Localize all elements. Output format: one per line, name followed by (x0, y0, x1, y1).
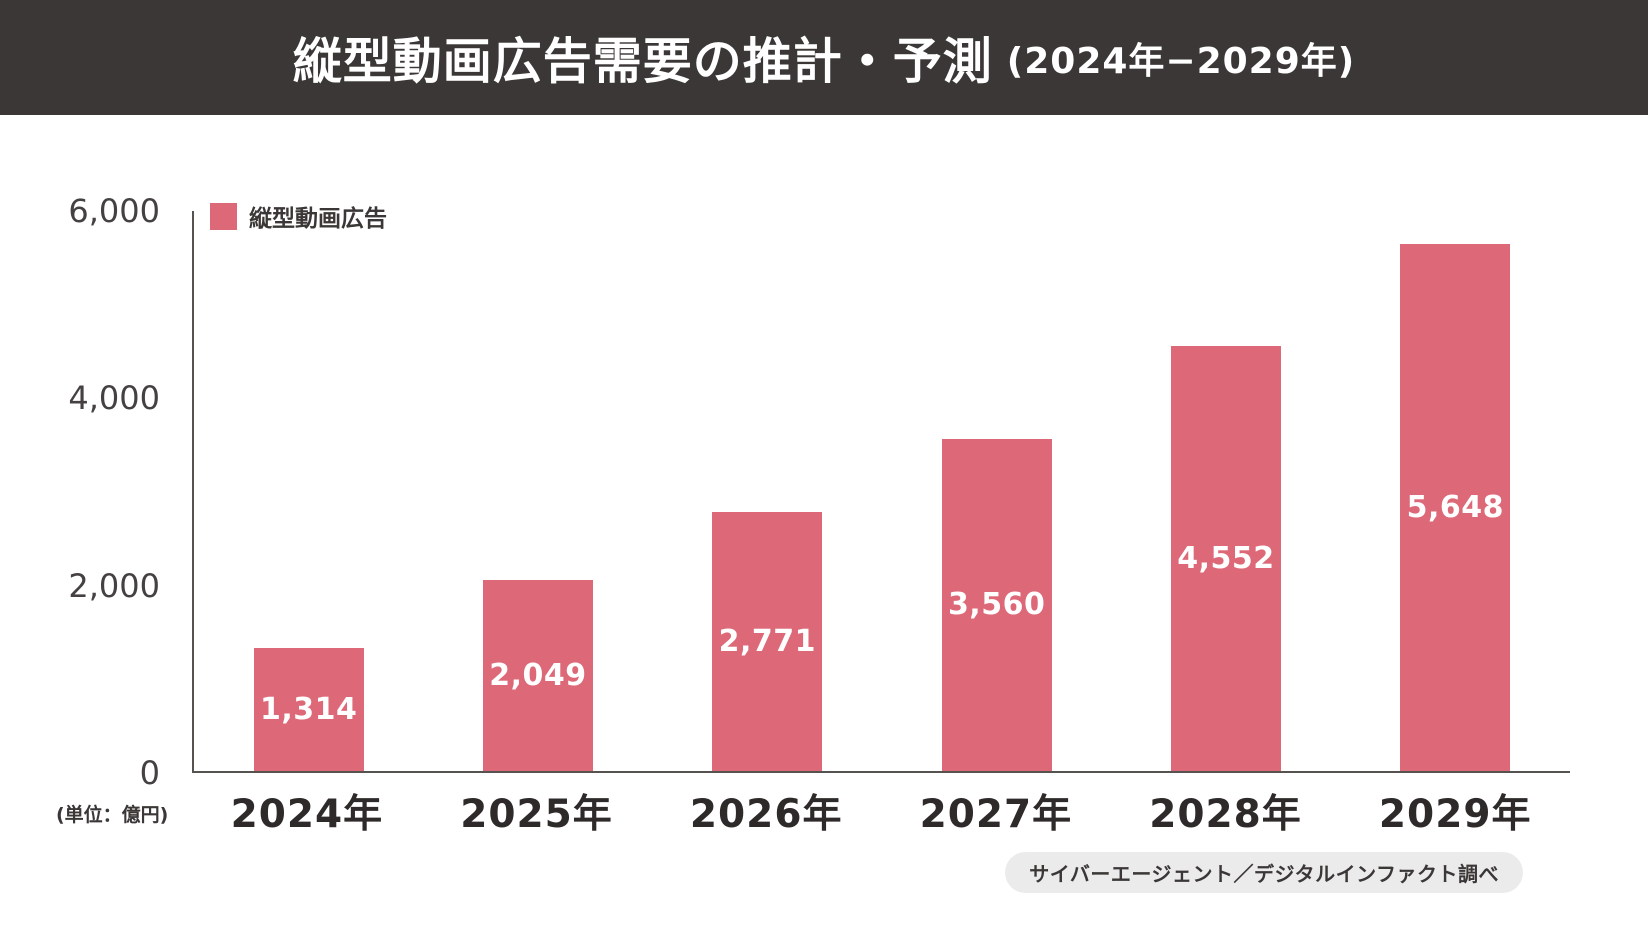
source-badge: サイバーエージェント／デジタルインファクト調べ (1005, 852, 1523, 893)
legend-label: 縦型動画広告 (249, 206, 387, 232)
unit-label: (単位：億円) (56, 804, 169, 826)
x-tick-label: 2024年 (230, 792, 384, 837)
bar-slot: 4,552 (1111, 211, 1340, 771)
y-tick-label: 0 (139, 754, 160, 792)
legend-swatch (210, 202, 237, 230)
bar-value-label: 1,314 (259, 692, 358, 728)
y-tick-label: 2,000 (68, 566, 160, 605)
y-tick-label: 6,000 (68, 192, 160, 230)
bar-2029年: 5,648 (1400, 243, 1511, 771)
x-tick-label: 2027年 (919, 792, 1073, 837)
bar-2028年: 4,552 (1170, 346, 1281, 771)
legend: 縦型動画広告 (210, 199, 387, 233)
page-title-year-range: (2024年−2029年) (1006, 40, 1356, 82)
bars: 1,314 2,049 2,771 3,560 4,552 5,648 (194, 211, 1570, 771)
page-title: 縦型動画広告需要の推計・予測 (292, 33, 993, 90)
bar-value-label: 2,771 (718, 624, 817, 660)
bar-2026年: 2,771 (712, 512, 823, 771)
plot-area: 1,314 2,049 2,771 3,560 4,552 5,648 (192, 211, 1570, 773)
x-axis-labels: 2024年 2025年 2026年 2027年 2028年 2029年 (192, 783, 1570, 839)
bar-2027年: 3,560 (941, 438, 1052, 771)
bar-slot: 5,648 (1341, 211, 1570, 771)
bar-value-label: 2,049 (489, 657, 587, 693)
y-axis: 6,000 4,000 2,000 0 (30, 192, 160, 792)
bar-2024年: 1,314 (253, 648, 364, 771)
bar-slot: 3,560 (882, 211, 1111, 771)
x-tick-label: 2028年 (1149, 792, 1302, 837)
bar-slot: 2,771 (653, 211, 882, 771)
bar-value-label: 3,560 (947, 587, 1046, 623)
header-bar: 縦型動画広告需要の推計・予測 (2024年−2029年) (0, 0, 1648, 115)
x-tick-label: 2025年 (460, 792, 613, 837)
bar-value-label: 4,552 (1177, 541, 1275, 577)
x-tick-label: 2029年 (1378, 792, 1532, 837)
bar-slot: 1,314 (194, 211, 423, 771)
x-tick-label: 2026年 (689, 792, 843, 837)
y-tick-label: 4,000 (68, 379, 160, 418)
bar-2025年: 2,049 (482, 579, 593, 771)
bar-slot: 2,049 (423, 211, 652, 771)
bar-value-label: 5,648 (1406, 489, 1504, 525)
